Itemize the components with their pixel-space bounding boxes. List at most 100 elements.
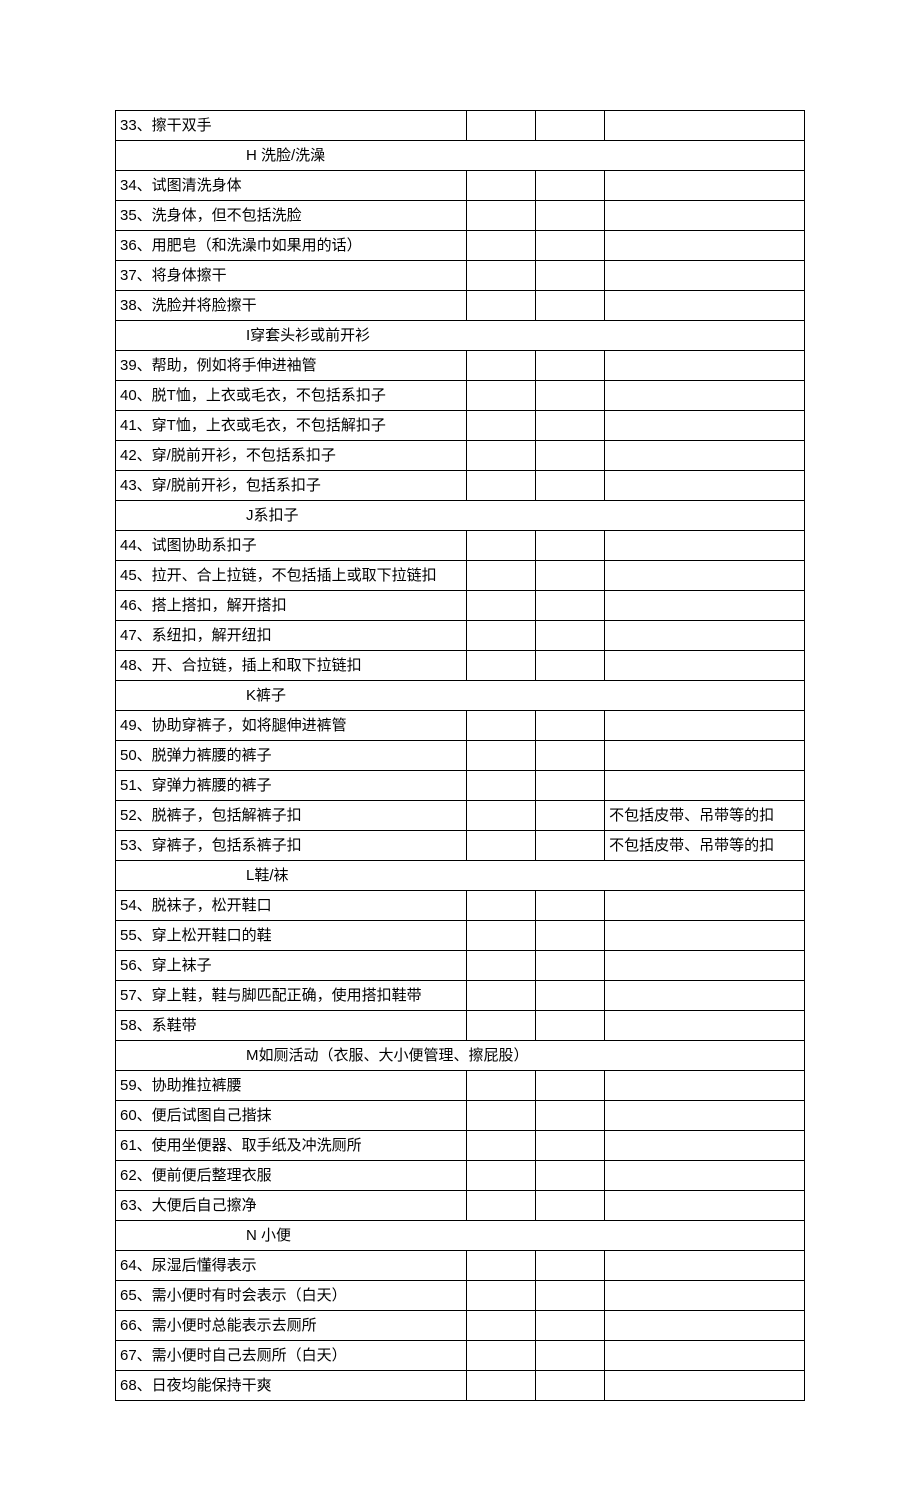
item-cell: 52、脱裤子，包括解裤子扣 — [116, 801, 467, 831]
score-cell — [536, 1071, 605, 1101]
item-cell: 46、搭上搭扣，解开搭扣 — [116, 591, 467, 621]
score-cell — [536, 171, 605, 201]
score-cell — [536, 1101, 605, 1131]
item-cell: 61、使用坐便器、取手纸及冲洗厕所 — [116, 1131, 467, 1161]
score-cell — [467, 621, 536, 651]
score-cell — [467, 651, 536, 681]
score-cell — [467, 891, 536, 921]
table-row: 36、用肥皂（和洗澡巾如果用的话） — [116, 231, 805, 261]
item-cell: 64、尿湿后懂得表示 — [116, 1251, 467, 1281]
score-cell — [467, 201, 536, 231]
score-cell — [536, 231, 605, 261]
score-cell — [467, 471, 536, 501]
table-row: 47、系纽扣，解开纽扣 — [116, 621, 805, 651]
table-row: 66、需小便时总能表示去厕所 — [116, 1311, 805, 1341]
note-cell — [605, 1281, 805, 1311]
score-cell — [467, 1281, 536, 1311]
score-cell — [536, 1131, 605, 1161]
item-cell: 39、帮助，例如将手伸进袖管 — [116, 351, 467, 381]
score-cell — [536, 1341, 605, 1371]
note-cell — [605, 1191, 805, 1221]
item-cell: 68、日夜均能保持干爽 — [116, 1371, 467, 1401]
item-cell: 48、开、合拉链，插上和取下拉链扣 — [116, 651, 467, 681]
score-cell — [467, 981, 536, 1011]
item-cell: 38、洗脸并将脸擦干 — [116, 291, 467, 321]
item-cell: 60、便后试图自己揩抹 — [116, 1101, 467, 1131]
table-row: 52、脱裤子，包括解裤子扣不包括皮带、吊带等的扣 — [116, 801, 805, 831]
score-cell — [536, 921, 605, 951]
table-row: 37、将身体擦干 — [116, 261, 805, 291]
note-cell — [605, 441, 805, 471]
table-row: 51、穿弹力裤腰的裤子 — [116, 771, 805, 801]
score-cell — [536, 531, 605, 561]
table-row: M如厕活动（衣服、大小便管理、擦屁股） — [116, 1041, 805, 1071]
table-row: 59、协助推拉裤腰 — [116, 1071, 805, 1101]
note-cell — [605, 591, 805, 621]
table-row: 35、洗身体，但不包括洗脸 — [116, 201, 805, 231]
score-cell — [536, 1281, 605, 1311]
note-cell — [605, 951, 805, 981]
item-cell: 56、穿上袜子 — [116, 951, 467, 981]
note-cell — [605, 531, 805, 561]
table-row: 44、试图协助系扣子 — [116, 531, 805, 561]
note-cell — [605, 201, 805, 231]
section-header: H 洗脸/洗澡 — [116, 141, 805, 171]
note-cell — [605, 621, 805, 651]
score-cell — [536, 951, 605, 981]
table-row: 50、脱弹力裤腰的裤子 — [116, 741, 805, 771]
score-cell — [536, 1191, 605, 1221]
note-cell — [605, 1161, 805, 1191]
score-cell — [467, 1101, 536, 1131]
table-row: 41、穿T恤，上衣或毛衣，不包括解扣子 — [116, 411, 805, 441]
table-row: 63、大便后自己擦净 — [116, 1191, 805, 1221]
item-cell: 54、脱袜子，松开鞋口 — [116, 891, 467, 921]
note-cell — [605, 171, 805, 201]
item-cell: 42、穿/脱前开衫，不包括系扣子 — [116, 441, 467, 471]
score-cell — [467, 561, 536, 591]
note-cell — [605, 741, 805, 771]
score-cell — [536, 831, 605, 861]
table-row: 53、穿裤子，包括系裤子扣不包括皮带、吊带等的扣 — [116, 831, 805, 861]
score-cell — [467, 1011, 536, 1041]
item-cell: 67、需小便时自己去厕所（白天） — [116, 1341, 467, 1371]
note-cell — [605, 111, 805, 141]
table-row: H 洗脸/洗澡 — [116, 141, 805, 171]
item-cell: 55、穿上松开鞋口的鞋 — [116, 921, 467, 951]
score-cell — [467, 921, 536, 951]
table-row: 45、拉开、合上拉链，不包括插上或取下拉链扣 — [116, 561, 805, 591]
score-cell — [536, 1371, 605, 1401]
score-cell — [536, 1011, 605, 1041]
table-row: 40、脱T恤，上衣或毛衣，不包括系扣子 — [116, 381, 805, 411]
score-cell — [467, 1371, 536, 1401]
score-cell — [536, 471, 605, 501]
item-cell: 63、大便后自己擦净 — [116, 1191, 467, 1221]
score-cell — [536, 801, 605, 831]
note-cell — [605, 261, 805, 291]
item-cell: 66、需小便时总能表示去厕所 — [116, 1311, 467, 1341]
score-cell — [536, 711, 605, 741]
note-cell — [605, 1341, 805, 1371]
note-cell — [605, 1071, 805, 1101]
table-row: 43、穿/脱前开衫，包括系扣子 — [116, 471, 805, 501]
score-cell — [536, 1161, 605, 1191]
table-row: 64、尿湿后懂得表示 — [116, 1251, 805, 1281]
score-cell — [467, 381, 536, 411]
note-cell — [605, 411, 805, 441]
note-cell — [605, 891, 805, 921]
score-cell — [536, 561, 605, 591]
table-row: 42、穿/脱前开衫，不包括系扣子 — [116, 441, 805, 471]
item-cell: 40、脱T恤，上衣或毛衣，不包括系扣子 — [116, 381, 467, 411]
section-header: K裤子 — [116, 681, 805, 711]
item-cell: 58、系鞋带 — [116, 1011, 467, 1041]
note-cell — [605, 1371, 805, 1401]
section-header: M如厕活动（衣服、大小便管理、擦屁股） — [116, 1041, 805, 1071]
note-cell — [605, 651, 805, 681]
section-header: N 小便 — [116, 1221, 805, 1251]
item-cell: 33、擦干双手 — [116, 111, 467, 141]
item-cell: 57、穿上鞋，鞋与脚匹配正确，使用搭扣鞋带 — [116, 981, 467, 1011]
score-cell — [536, 741, 605, 771]
table-row: 46、搭上搭扣，解开搭扣 — [116, 591, 805, 621]
score-cell — [467, 591, 536, 621]
score-cell — [467, 1341, 536, 1371]
item-cell: 65、需小便时有时会表示（白天） — [116, 1281, 467, 1311]
